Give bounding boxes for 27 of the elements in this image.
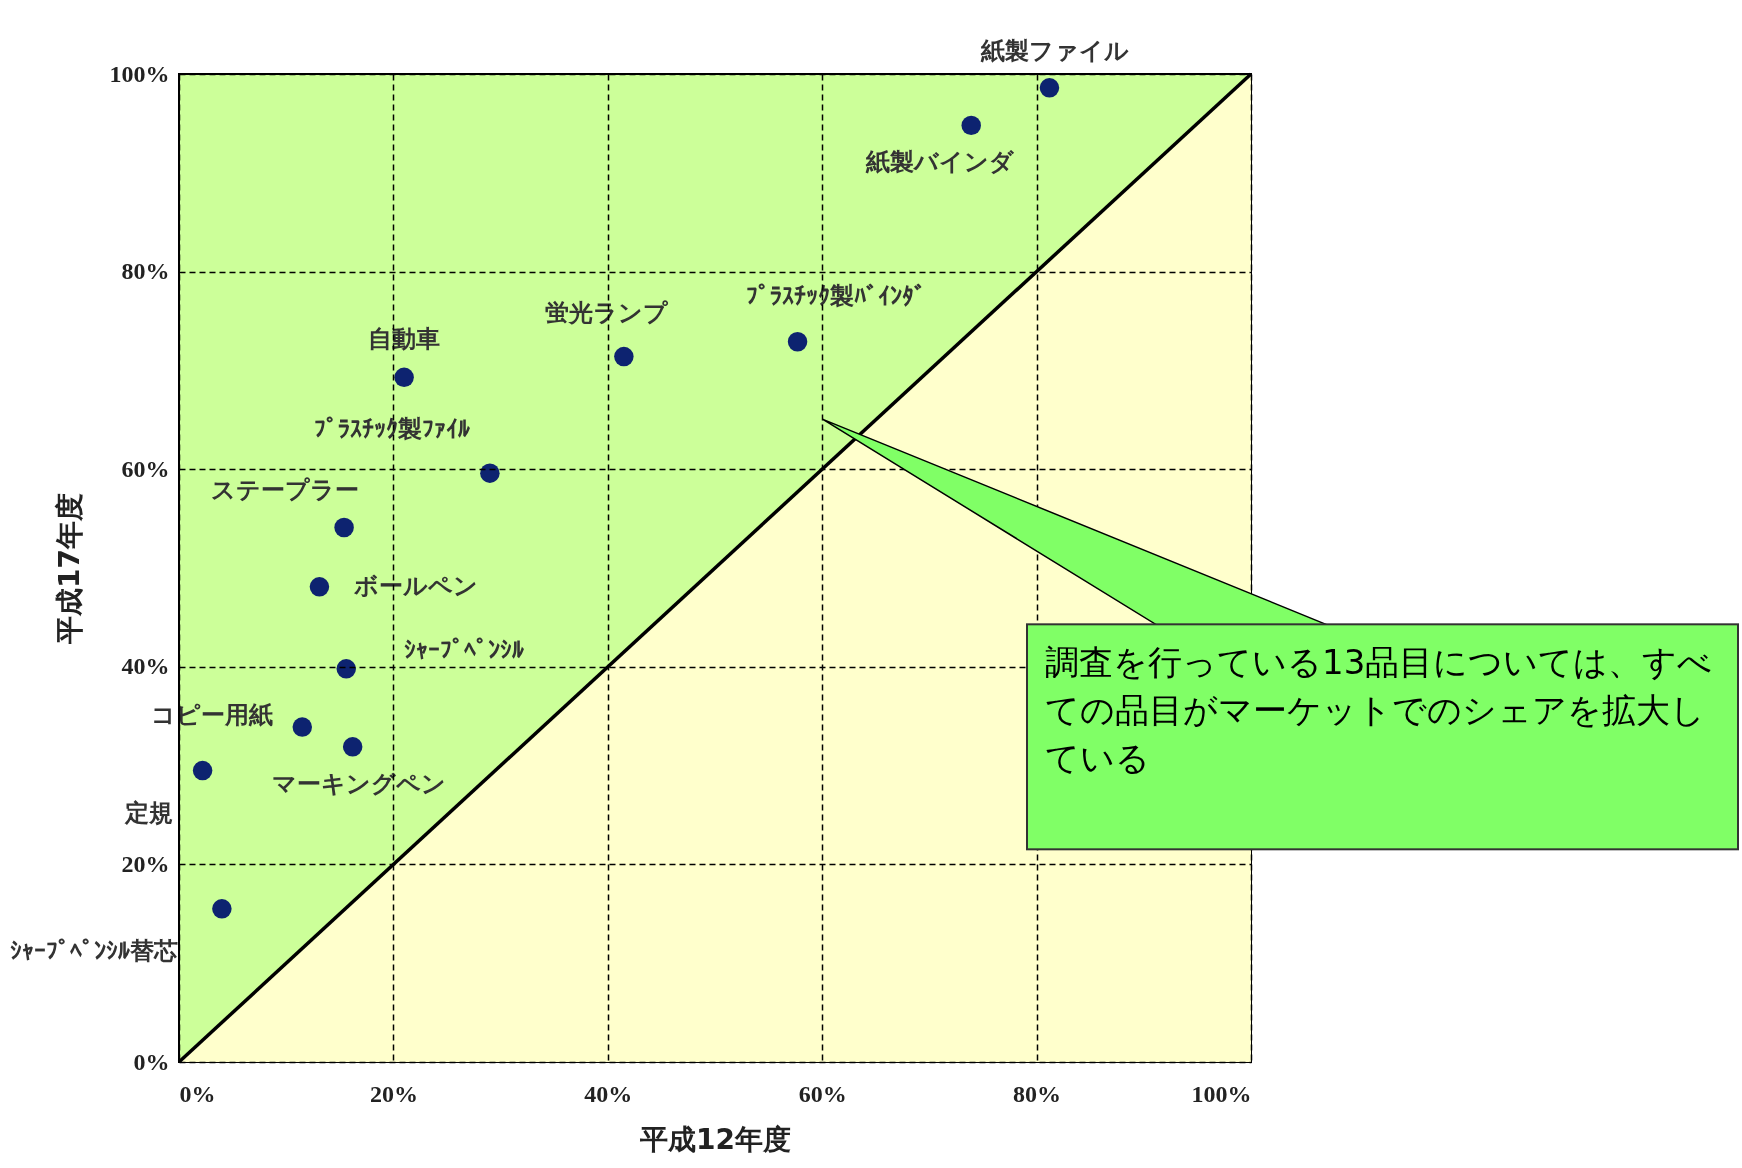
y-tick-label: 0% [133,1048,170,1075]
x-tick-label: 20% [369,1080,418,1107]
annotation: 紙製バインダ [865,148,1016,177]
x-tick-label: 60% [798,1080,847,1107]
annotation: ステープラー [211,475,360,504]
x-tick-label: 100% [1191,1080,1252,1107]
y-tick-label: 20% [121,850,170,877]
annotation: 定規 [124,798,174,827]
annotation: ｼｬｰﾌﾟﾍﾟﾝｼﾙ [404,636,524,664]
y-tick-label: 60% [121,455,170,482]
y-axis-title: 平成17年度 [52,493,86,645]
annotation: 調査を行っている13品目については、すべての品目がマーケットでのシェアを拡大している [1027,624,1738,850]
x-tick-label: 40% [584,1080,633,1107]
annotation: マーキングペン [272,769,447,798]
y-tick-label: 80% [121,258,170,285]
annotation: ﾌﾟﾗｽﾁｯｸ製ﾌｧｲﾙ [314,414,471,443]
y-tick-label: 100% [109,60,170,87]
y-tick-label: 40% [121,653,170,680]
annotation: コピー用紙 [151,700,274,729]
x-tick-label: 0% [179,1080,216,1107]
annotation: 紙製ファイル [980,37,1130,66]
annotation: 蛍光ランプ [544,299,669,328]
annotation: ボールペン [353,571,479,600]
x-axis-title: 平成12年度 [639,1122,791,1156]
annotation: ｼｬｰﾌﾟﾍﾟﾝｼﾙ替芯 [10,937,179,966]
annotation: 自動車 [368,324,441,353]
x-tick-label: 80% [1013,1080,1062,1107]
